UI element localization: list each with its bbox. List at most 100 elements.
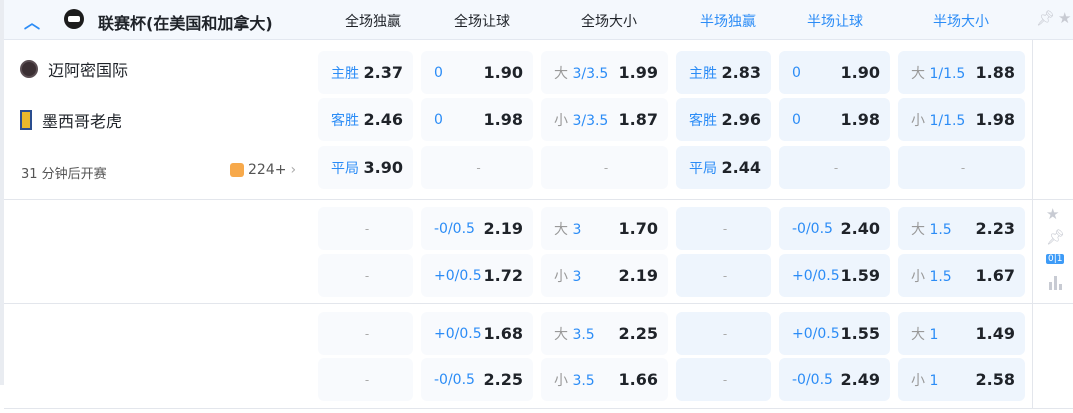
away-team-name: 墨西哥老虎	[42, 112, 123, 131]
odds-cell-ft-1x2[interactable]: 客胜 2.46	[318, 98, 413, 141]
odds-value: 1.87	[618, 110, 658, 129]
odds-cell-ht-handicap[interactable]: +0/0.5 1.55	[779, 312, 890, 355]
odds-cell-ft-handicap[interactable]: 0 1.98	[421, 98, 533, 141]
star-icon[interactable]: ★	[1046, 205, 1060, 223]
line-value: 3.5	[572, 326, 595, 343]
side-label: 小	[911, 372, 925, 389]
collapse-chevron-icon[interactable]: ︿	[24, 13, 41, 32]
side-label: 大	[554, 65, 568, 82]
odds-cell-ht-overunder[interactable]: 小 1/1.5 1.98	[898, 98, 1025, 141]
side-divider	[1032, 40, 1033, 408]
side-label: 小	[911, 268, 925, 285]
line-value: 3/3.5	[572, 65, 609, 82]
line-value: 3	[572, 221, 582, 238]
line-value: 3	[572, 268, 582, 285]
league-header: ︿ 联赛杯(在美国和加拿大) 全场独赢 全场让球 全场大小 半场独赢 半场让球 …	[4, 0, 1073, 40]
odds-cell-ht-handicap[interactable]: 0 1.90	[779, 51, 890, 94]
side-label: 大	[911, 221, 925, 238]
odds-value: 1.90	[840, 63, 880, 82]
line-value: 1	[929, 372, 939, 389]
odds-cell-ht-handicap[interactable]: 0 1.98	[779, 98, 890, 141]
line-value: 主胜	[689, 65, 717, 82]
empty-odds: -	[722, 372, 728, 387]
empty-odds: -	[603, 160, 609, 175]
line-value: 1/1.5	[929, 112, 966, 129]
odds-cell-ht-overunder[interactable]: 大 1.5 2.23	[898, 207, 1025, 250]
odds-cell-ht-1x2[interactable]: 客胜 2.96	[676, 98, 771, 141]
odds-cell-ft-1x2[interactable]: 主胜 2.37	[318, 51, 413, 94]
odds-label: 客胜	[331, 110, 359, 130]
line-value: -0/0.5	[792, 220, 833, 237]
odds-label: 小 3	[554, 266, 581, 286]
odds-cell-ht-overunder[interactable]: 小 1.5 1.67	[898, 254, 1025, 297]
empty-odds: -	[364, 326, 370, 341]
line-value: 3.5	[572, 372, 595, 389]
odds-label: 小 1.5	[911, 266, 952, 286]
divider	[4, 199, 1073, 200]
odds-cell-ht-overunder[interactable]: 大 1/1.5 1.88	[898, 51, 1025, 94]
odds-cell-ft-overunder[interactable]: 大 3/3.5 1.99	[541, 51, 668, 94]
odds-cell-ft-overunder[interactable]: 小 3.5 1.66	[541, 358, 668, 401]
line-value: 平局	[689, 160, 717, 177]
col-ft-handicap: 全场让球	[454, 14, 510, 30]
side-label: 小	[554, 112, 568, 129]
odds-cell-ft-1x2[interactable]: 平局 3.90	[318, 146, 413, 189]
pin-icon[interactable]: 📌︎	[1046, 228, 1066, 246]
odds-cell-ft-handicap[interactable]: -0/0.5 2.25	[421, 358, 533, 401]
odds-cell-ht-overunder[interactable]: 大 1 1.49	[898, 312, 1025, 355]
odds-value: 1.88	[975, 63, 1015, 82]
odds-label: 0	[434, 65, 443, 81]
stats-icon[interactable]	[1049, 276, 1063, 290]
more-count: 224+	[248, 162, 287, 178]
odds-cell-ft-overunder[interactable]: 大 3 1.70	[541, 207, 668, 250]
odds-cell-ft-overunder[interactable]: 大 3.5 2.25	[541, 312, 668, 355]
odds-cell-ft-handicap: -	[421, 146, 533, 189]
odds-cell-ht-handicap[interactable]: -0/0.5 2.49	[779, 358, 890, 401]
odds-cell-ht-1x2[interactable]: 平局 2.44	[676, 146, 771, 189]
odds-cell-ft-1x2: -	[318, 358, 413, 401]
odds-value: 1.67	[975, 266, 1015, 285]
odds-cell-ht-overunder[interactable]: 小 1 2.58	[898, 358, 1025, 401]
star-icon[interactable]: ★	[1058, 9, 1072, 27]
divider	[4, 303, 1073, 304]
empty-odds: -	[722, 326, 728, 341]
odds-cell-ft-handicap[interactable]: 0 1.90	[421, 51, 533, 94]
line-value: +0/0.5	[792, 325, 840, 342]
odds-cell-ht-1x2[interactable]: 主胜 2.83	[676, 51, 771, 94]
odds-cell-ft-overunder[interactable]: 小 3 2.19	[541, 254, 668, 297]
score-icon[interactable]: 0|1	[1046, 254, 1065, 264]
empty-odds: -	[722, 268, 728, 283]
away-team[interactable]: 墨西哥老虎	[20, 108, 122, 132]
odds-cell-ft-overunder[interactable]: 小 3/3.5 1.87	[541, 98, 668, 141]
side-label: 小	[554, 268, 568, 285]
markets-icon	[230, 163, 244, 177]
col-ht-handicap: 半场让球	[807, 14, 863, 30]
odds-value: 2.25	[618, 324, 658, 343]
odds-value: 1.99	[618, 63, 658, 82]
odds-cell-ft-overunder: -	[541, 146, 668, 189]
odds-label: 大 3	[554, 219, 581, 239]
odds-cell-ht-handicap[interactable]: -0/0.5 2.40	[779, 207, 890, 250]
line-value: 客胜	[689, 112, 717, 129]
league-title: 联赛杯(在美国和加拿大)	[98, 14, 273, 33]
odds-label: 大 1/1.5	[911, 63, 965, 83]
odds-value: 2.25	[483, 370, 523, 389]
odds-value: 1.98	[483, 110, 523, 129]
more-markets-link[interactable]: 224+ ›	[230, 162, 296, 178]
odds-cell-ht-handicap[interactable]: +0/0.5 1.59	[779, 254, 890, 297]
odds-value: 1.55	[840, 324, 880, 343]
odds-cell-ht-handicap: -	[779, 146, 890, 189]
col-ft-overunder: 全场大小	[581, 14, 637, 30]
pin-icon[interactable]: 📌︎	[1036, 9, 1056, 27]
line-value: 1	[929, 326, 939, 343]
side-label: 大	[911, 65, 925, 82]
col-ht-overunder: 半场大小	[933, 14, 989, 30]
home-team[interactable]: 迈阿密国际	[20, 57, 128, 81]
away-team-logo	[20, 110, 32, 130]
odds-label: 小 1/1.5	[911, 110, 965, 130]
odds-cell-ft-handicap[interactable]: -0/0.5 2.19	[421, 207, 533, 250]
odds-value: 2.19	[483, 219, 523, 238]
odds-cell-ft-handicap[interactable]: +0/0.5 1.68	[421, 312, 533, 355]
side-label: 小	[554, 372, 568, 389]
odds-cell-ft-handicap[interactable]: +0/0.5 1.72	[421, 254, 533, 297]
